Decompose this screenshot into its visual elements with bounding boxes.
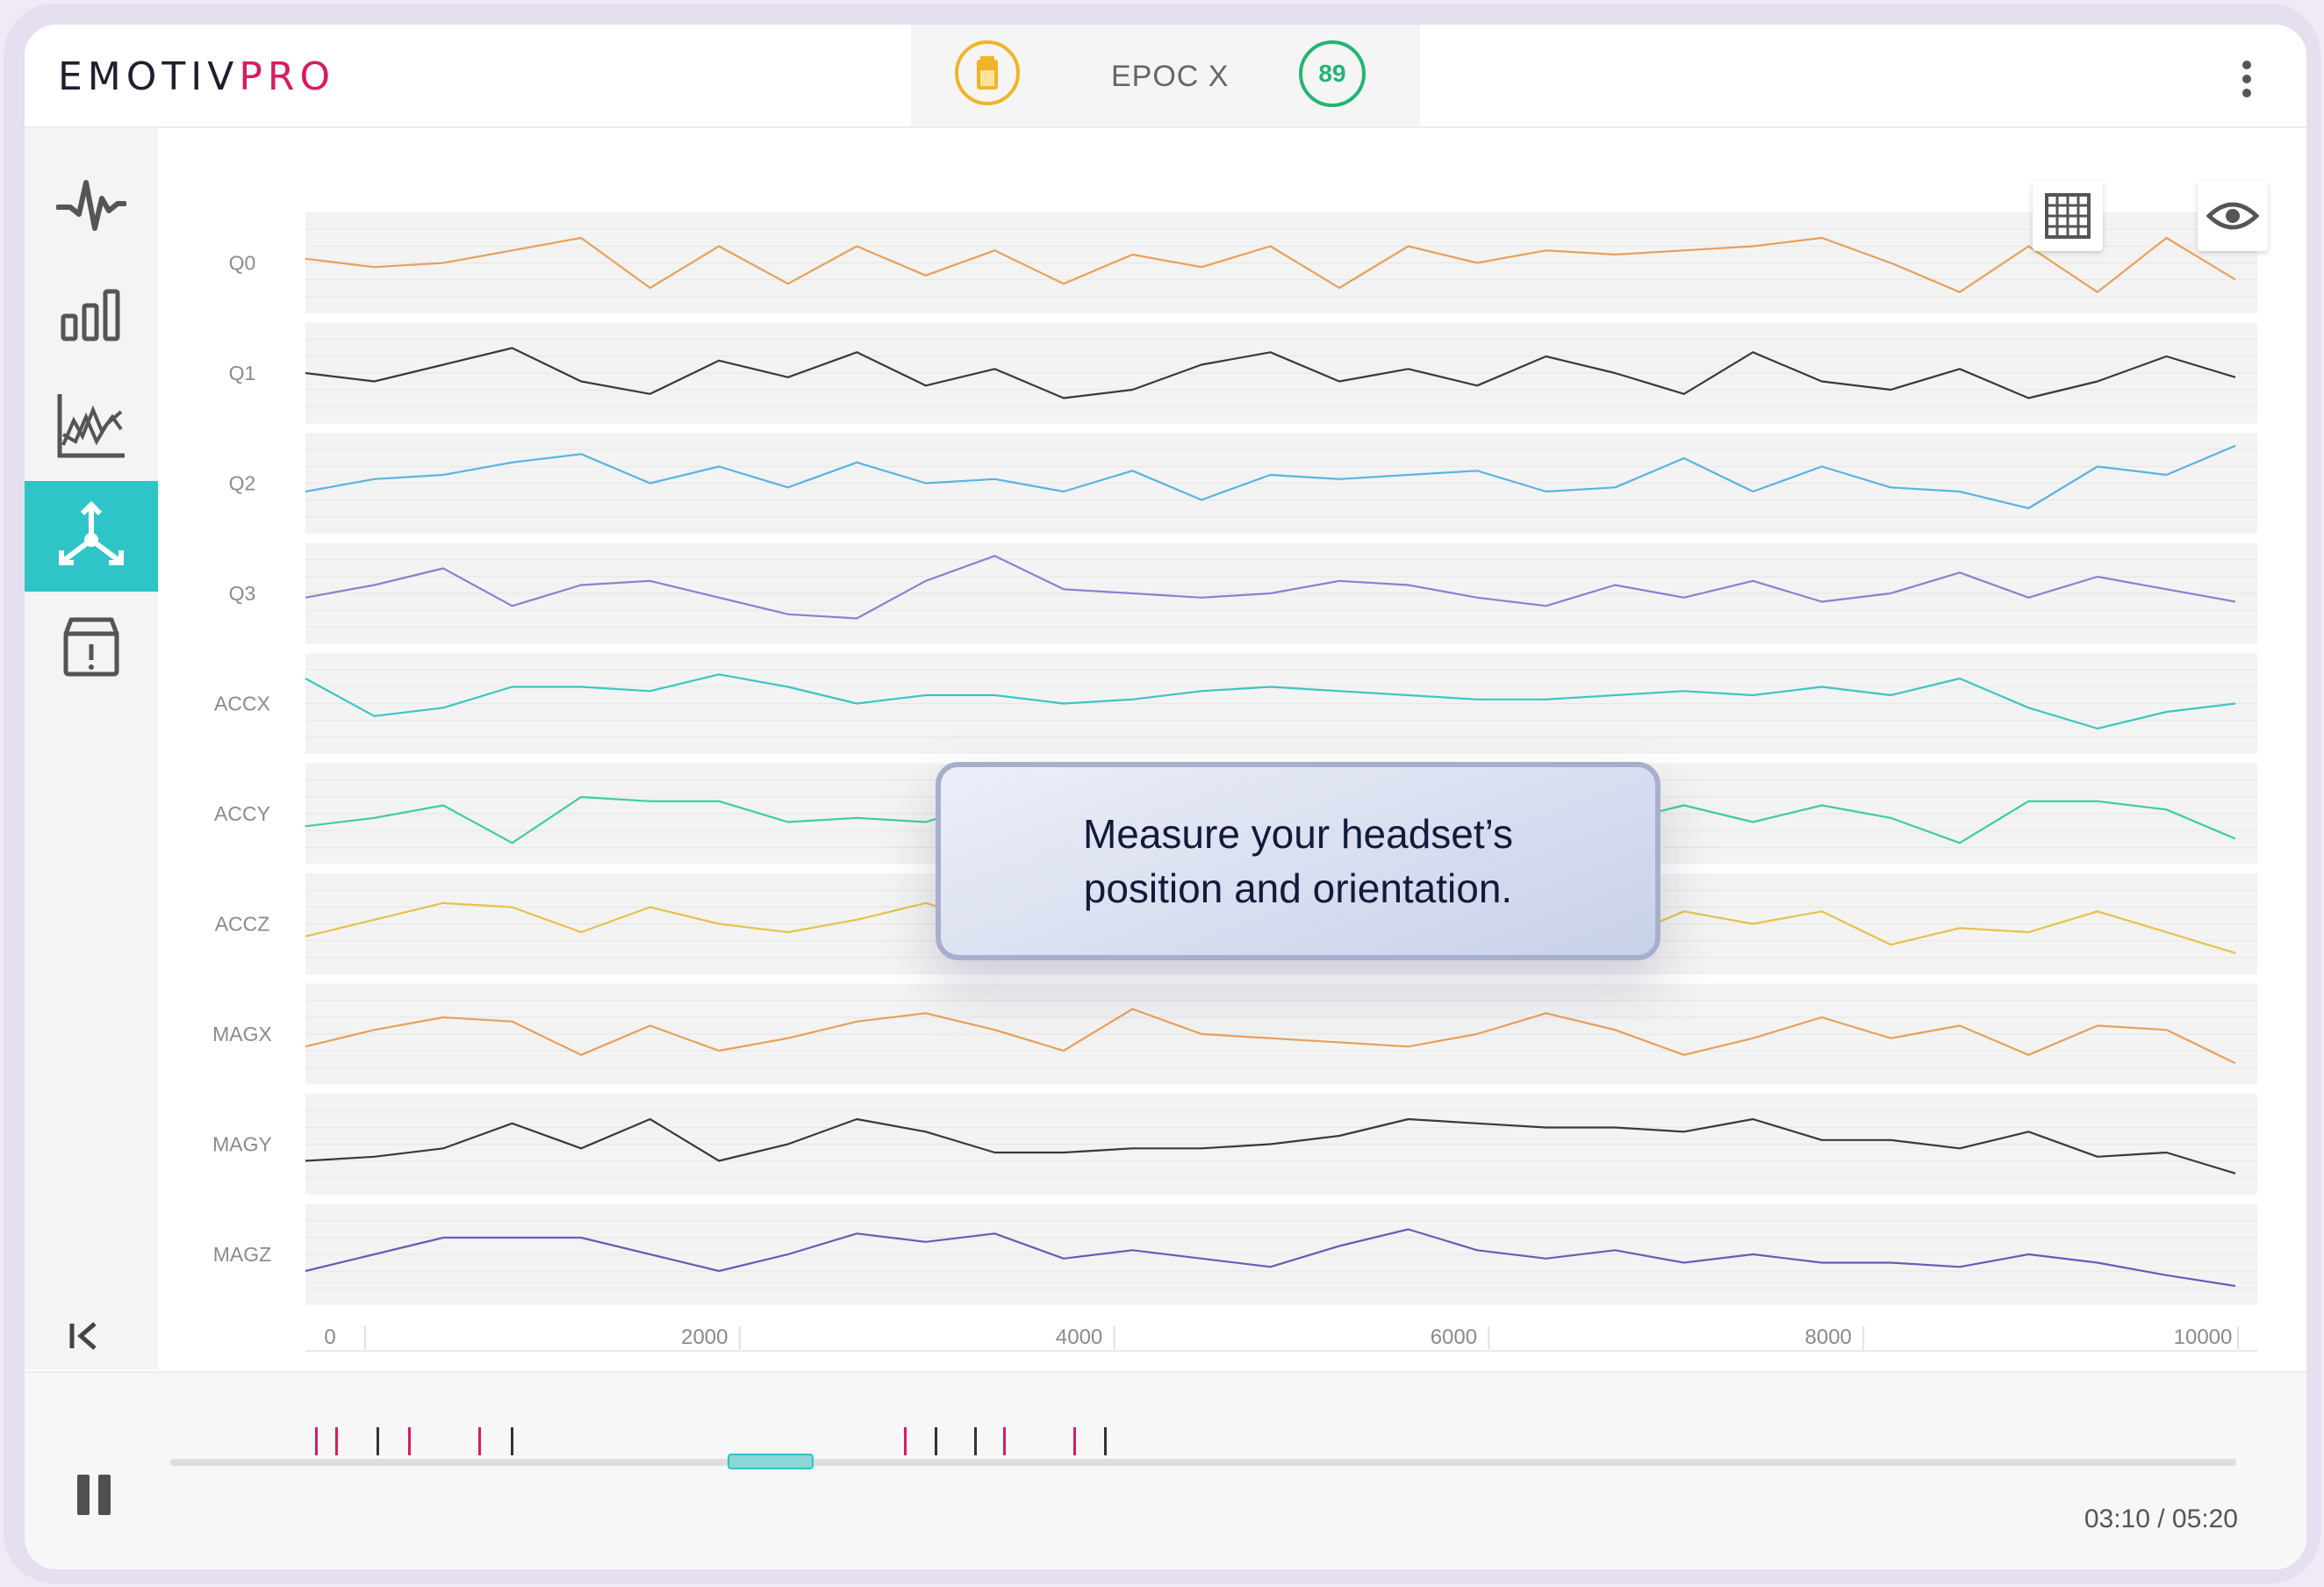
timeline-marker[interactable] <box>934 1427 937 1455</box>
x-tick-label: 6000 <box>1431 1325 1477 1349</box>
app-screen: EMOTIVPRO EPOC X 89 <box>25 25 2306 1569</box>
logo-secondary: PRO <box>239 54 336 99</box>
marker-box-icon <box>63 617 119 677</box>
x-tick-label: 0 <box>324 1325 335 1349</box>
series-line <box>305 555 2236 620</box>
channel-label: MAGY <box>212 1133 272 1156</box>
logo-primary: EMOTIV <box>58 54 240 99</box>
series-line <box>305 236 2236 293</box>
channel-label: Q1 <box>229 362 256 384</box>
sidebar-item-metrics[interactable] <box>25 370 158 481</box>
bar-chart-icon <box>61 289 120 341</box>
timeline-marker[interactable] <box>477 1427 481 1455</box>
grid-view-button[interactable] <box>2033 181 2103 251</box>
timeline-marker[interactable] <box>903 1427 907 1455</box>
app-logo: EMOTIVPRO <box>58 54 335 99</box>
timeline-marker[interactable] <box>973 1427 977 1455</box>
playback-bar: 03:10 / 05:20 <box>25 1371 2306 1569</box>
tooltip-line-1: Measure your headset’s <box>1082 811 1514 857</box>
pause-icon[interactable] <box>77 1475 112 1515</box>
grid-icon <box>2045 193 2091 239</box>
timeline-marker[interactable] <box>1104 1427 1107 1455</box>
onboarding-tooltip: Measure your headset’s position and orie… <box>936 762 1661 960</box>
channel-label: Q3 <box>229 582 256 605</box>
timeline-marker[interactable] <box>314 1427 318 1455</box>
waveform-icon <box>56 180 126 231</box>
time-display: 03:10 / 05:20 <box>2084 1504 2238 1533</box>
timeline-marker[interactable] <box>511 1427 514 1455</box>
sidebar <box>25 128 158 1369</box>
contact-quality-badge[interactable]: 89 <box>1299 40 1366 107</box>
collapse-left-icon[interactable] <box>67 1318 102 1358</box>
visibility-button[interactable] <box>2198 181 2268 251</box>
channel-label: MAGX <box>212 1023 272 1045</box>
top-bar: EMOTIVPRO EPOC X 89 <box>25 25 2306 128</box>
series-line <box>305 673 2236 730</box>
eye-icon <box>2206 202 2259 230</box>
sidebar-item-performance[interactable] <box>25 149 158 260</box>
device-frame: EMOTIVPRO EPOC X 89 <box>4 4 2320 1583</box>
device-name[interactable]: EPOC X <box>1111 60 1230 93</box>
x-tick-label: 10000 <box>2174 1325 2233 1349</box>
channel-label: Q2 <box>229 472 256 495</box>
more-vertical-icon[interactable] <box>2240 60 2254 98</box>
line-chart-icon <box>57 394 125 458</box>
motion-panel: Q0 Q1 Q2 Q3 ACCX ACCY ACCZ MAGX MAGY MAGZ 0 2000 400… <box>158 128 2306 1369</box>
motion-axes-icon <box>59 500 124 565</box>
timeline-track[interactable] <box>170 1459 2236 1466</box>
x-tick-label: 4000 <box>1056 1325 1102 1349</box>
battery-icon[interactable] <box>955 40 1020 105</box>
timeline-marker[interactable] <box>407 1427 411 1455</box>
channel-label: Q0 <box>229 252 256 275</box>
series-line <box>305 444 2236 510</box>
sidebar-item-band-power[interactable] <box>25 260 158 370</box>
motion-chart: Q0 Q1 Q2 Q3 ACCX ACCY ACCZ MAGX MAGY MAGZ 0 2000 400… <box>212 212 2257 1352</box>
sidebar-item-markers[interactable] <box>25 592 158 702</box>
timeline-marker[interactable] <box>1072 1427 1076 1455</box>
series-line <box>305 347 2236 399</box>
x-tick-label: 8000 <box>1805 1325 1852 1349</box>
x-tick-label: 2000 <box>681 1325 728 1349</box>
series-line <box>305 1228 2236 1288</box>
channel-label: ACCZ <box>215 913 270 936</box>
timeline-marker[interactable] <box>377 1427 380 1455</box>
series-line <box>305 1008 2236 1065</box>
channel-label: MAGZ <box>213 1243 271 1266</box>
channel-label: ACCX <box>214 693 270 715</box>
tooltip-line-2: position and orientation. <box>1083 865 1513 911</box>
channel-label: ACCY <box>214 802 270 825</box>
timeline-marker[interactable] <box>1002 1427 1006 1455</box>
series-line <box>305 1117 2236 1174</box>
sidebar-item-motion[interactable] <box>25 481 158 592</box>
timeline-marker[interactable] <box>335 1427 339 1455</box>
timeline-scrubber[interactable] <box>728 1454 814 1469</box>
